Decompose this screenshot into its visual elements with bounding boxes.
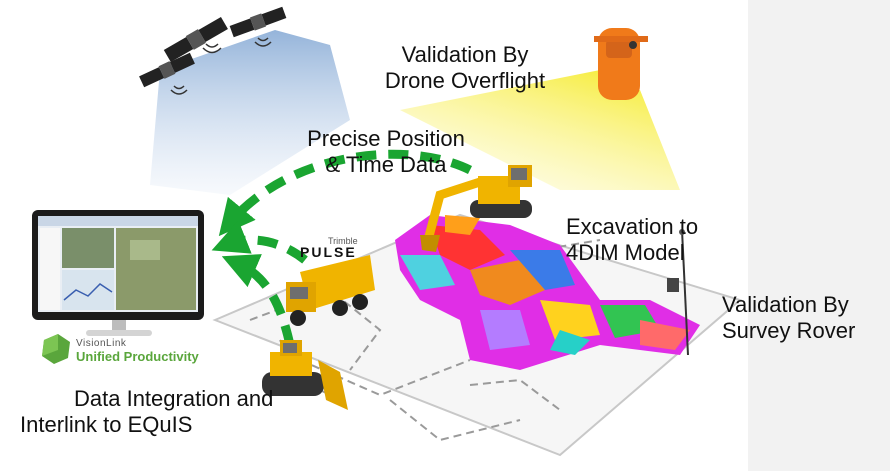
satellite-icon <box>139 52 195 88</box>
data-flow-arrows <box>211 149 473 346</box>
pulse-name: PULSE <box>300 244 357 260</box>
data-integration-line1: Data Integration and <box>74 386 274 411</box>
excavation-line2: 4DIM Model <box>566 240 685 265</box>
dump-truck-icon <box>286 255 375 326</box>
excavator-icon <box>420 165 532 252</box>
drone-icon <box>594 28 648 100</box>
satellite-beam <box>150 30 350 195</box>
survey-rover-icon <box>667 229 689 356</box>
precise-position-line2: & Time Data <box>325 152 447 177</box>
excavation-label: Excavation to 4DIM Model <box>566 214 698 266</box>
satellite-icon <box>229 6 287 38</box>
visionlink-product: Unified Productivity <box>76 349 199 364</box>
data-integration-line2: Interlink to EQuIS <box>20 412 193 437</box>
excavation-line1: Excavation to <box>566 214 699 239</box>
drone-validation-line1: Validation By <box>401 42 529 67</box>
survey-rover-line2: Survey Rover <box>722 318 856 343</box>
visionlink-logo-icon <box>42 334 70 364</box>
drone-validation-line2: Drone Overflight <box>384 68 546 93</box>
4dim-model-map <box>395 215 700 370</box>
survey-rover-label: Validation By Survey Rover <box>722 292 855 344</box>
satellite-icon <box>163 16 228 63</box>
pulse-maker: Trimble <box>328 236 358 246</box>
survey-rover-line1: Validation By <box>722 292 849 317</box>
bulldozer-icon <box>262 340 348 410</box>
precise-position-label: Precise Position & Time Data <box>280 126 492 178</box>
side-panel <box>748 0 890 471</box>
drone-validation-label: Validation By Drone Overflight <box>360 42 570 94</box>
data-integration-label: Data Integration and Interlink to EQuIS <box>20 386 273 438</box>
precise-position-line1: Precise Position <box>307 126 465 151</box>
drone-beam <box>400 70 680 190</box>
visionlink-brand: VisionLink <box>76 338 127 349</box>
monitor-icon <box>32 210 204 336</box>
signal-waves-icon <box>170 37 272 95</box>
